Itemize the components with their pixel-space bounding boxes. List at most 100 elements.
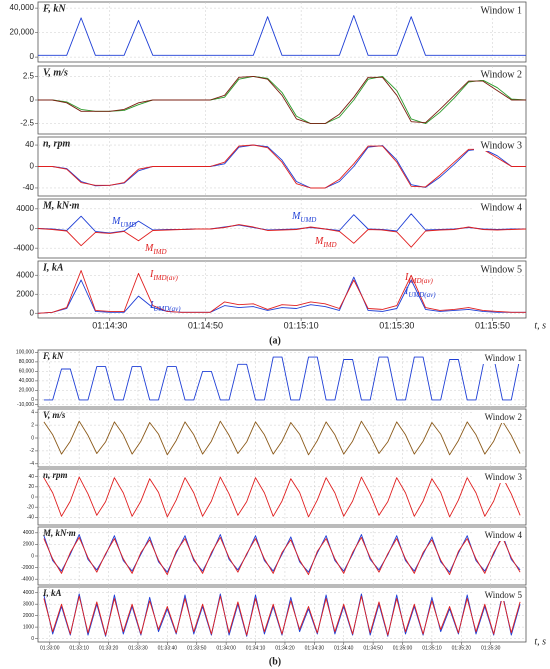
annotation-subscript: IMD(av) <box>407 277 433 285</box>
x-tick-label: 01:33:20 <box>99 645 119 651</box>
x-tick-label: 01:14:50 <box>188 320 223 330</box>
annotation-symbol: M <box>314 236 324 247</box>
y-tick-label: 0 <box>31 397 34 403</box>
y-axis-label: I, kA <box>42 588 62 598</box>
y-tick-label: 100,000 <box>16 350 34 356</box>
y-tick-label: 40 <box>28 474 34 480</box>
series-line <box>38 270 526 314</box>
series-line <box>38 144 526 189</box>
y-tick-label: 4 <box>31 410 34 416</box>
y-tick-label: 0 <box>30 224 35 233</box>
y-tick-label: 20,000 <box>10 28 35 37</box>
y-axis-label: n, rpm <box>43 138 70 149</box>
window-label: Window 2 <box>480 69 522 80</box>
window-frame <box>37 349 527 408</box>
y-tick-label: 4000 <box>23 590 34 596</box>
x-tick-label: 01:34:20 <box>275 645 295 651</box>
y-tick-label: 0 <box>30 95 35 104</box>
x-tick-label: 01:33:10 <box>69 645 89 651</box>
y-tick-label: 1000 <box>23 624 34 630</box>
window-tag-bg <box>474 411 524 423</box>
window-tag-bg <box>474 529 524 541</box>
series-line <box>38 75 526 125</box>
window-tag-bg <box>474 68 524 80</box>
x-tick-label: 01:33:50 <box>187 645 207 651</box>
annotation-symbol: I <box>149 300 154 311</box>
series-line <box>43 595 521 636</box>
y-tick-label: 0 <box>31 494 34 500</box>
x-tick-label: 01:34:50 <box>363 645 383 651</box>
x-axis-label: t, s <box>534 320 546 331</box>
y-tick-label: -4 <box>30 461 35 467</box>
y-tick-label: -4000 <box>21 577 34 583</box>
x-tick-label: 01:35:20 <box>452 645 472 651</box>
y-tick-label: 0 <box>30 162 35 171</box>
y-axis-label: n, rpm <box>43 470 68 480</box>
window-label: Window 3 <box>485 472 523 482</box>
annotation-subscript: UMD <box>300 216 316 224</box>
annotation-symbol: I <box>404 286 409 297</box>
window-label: Window 5 <box>485 590 523 600</box>
y-tick-label: 0 <box>31 435 34 441</box>
x-tick-label: 01:15:50 <box>475 320 510 330</box>
window-tag-bg <box>474 263 524 275</box>
annotation-symbol: M <box>111 216 121 227</box>
x-tick-label: 01:34:40 <box>334 645 354 651</box>
window-label: Window 1 <box>485 353 522 363</box>
y-tick-label: 0 <box>31 636 34 642</box>
series-line <box>43 420 521 456</box>
y-tick-label: -4000 <box>14 243 35 252</box>
annotation-subscript: UMD(av) <box>153 305 181 313</box>
y-tick-label: 20 <box>28 484 34 490</box>
x-tick-label: 01:35:30 <box>481 645 501 651</box>
annotation-symbol: M <box>291 211 301 222</box>
annotation-subscript: IMD <box>152 248 166 256</box>
window-tag-bg <box>474 139 524 151</box>
series-line <box>43 534 521 573</box>
window-label: Window 3 <box>480 140 522 151</box>
x-tick-label: 01:35:00 <box>393 645 413 651</box>
window-frame <box>37 260 527 319</box>
annotation-subscript: UMD <box>120 221 136 229</box>
y-tick-label: -2.5 <box>20 119 34 128</box>
y-tick-label: 80,000 <box>19 359 35 365</box>
series-line <box>38 276 526 314</box>
y-tick-label: 3000 <box>23 602 34 608</box>
y-axis-label: M, kN·m <box>42 528 76 538</box>
annotation: IIMD(av) <box>404 272 433 284</box>
y-tick-label: 2000 <box>23 542 34 548</box>
series-line <box>43 476 521 518</box>
window-tag-bg <box>474 201 524 213</box>
window-label: Window 4 <box>480 202 522 213</box>
y-axis-label: V, m/s <box>43 67 68 78</box>
y-tick-label: 0 <box>30 52 35 61</box>
series-line <box>43 536 521 576</box>
annotation: MUMD <box>291 211 316 223</box>
x-tick-label: 01:33:30 <box>128 645 148 651</box>
annotation-symbol: I <box>149 269 154 280</box>
series-line <box>38 224 526 248</box>
annotation: MIMD <box>144 243 167 255</box>
y-tick-label: 2000 <box>16 289 34 298</box>
x-tick-label: 01:35:10 <box>422 645 442 651</box>
x-tick-label: 01:33:40 <box>158 645 178 651</box>
x-tick-label: 01:15:30 <box>379 320 414 330</box>
annotation-symbol: M <box>144 243 154 254</box>
y-tick-label: 40,000 <box>19 378 35 384</box>
caption: (b) <box>269 656 281 667</box>
series-line <box>38 75 526 125</box>
annotation: IUMD(av) <box>404 286 436 298</box>
x-tick-label: 01:14:30 <box>92 320 127 330</box>
annotation: MIMD <box>314 236 337 248</box>
annotation: MUMD <box>111 216 136 228</box>
y-tick-label: -20 <box>27 505 34 511</box>
y-tick-label: -2 <box>30 448 35 454</box>
annotation-subscript: UMD(av) <box>408 291 436 299</box>
window-tag-bg <box>474 589 524 601</box>
window-frame <box>37 1 527 63</box>
annotation-symbol: I <box>404 272 409 283</box>
window-tag-bg <box>474 471 524 483</box>
window-tag-bg <box>474 4 524 16</box>
x-tick-label: 01:34:30 <box>305 645 325 651</box>
annotation: IIMD(av) <box>149 269 178 281</box>
